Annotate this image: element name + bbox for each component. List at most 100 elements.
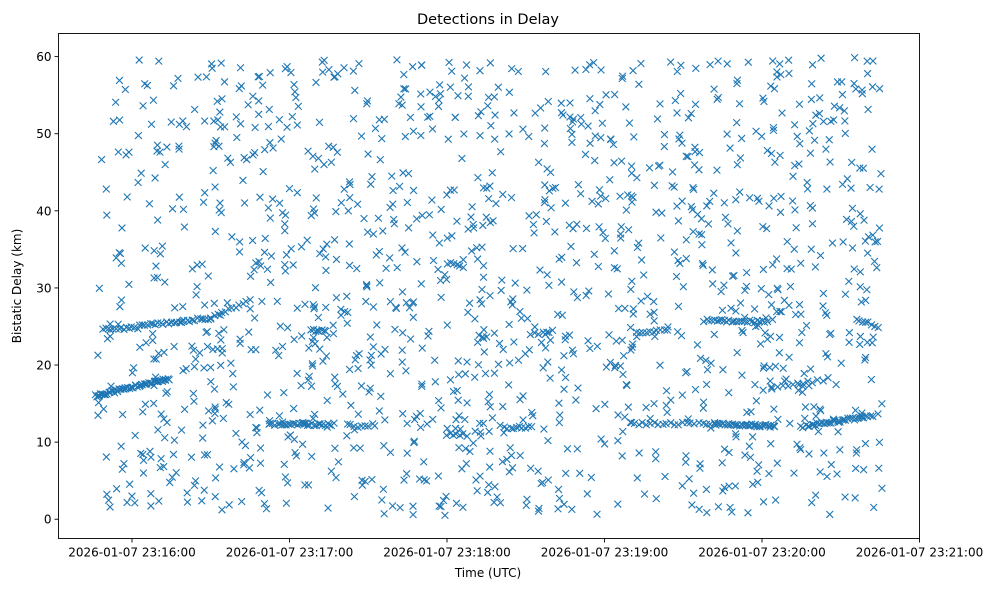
data-point bbox=[753, 467, 761, 476]
data-point bbox=[458, 154, 466, 163]
data-point bbox=[497, 286, 505, 295]
data-point bbox=[398, 244, 406, 252]
data-point bbox=[473, 338, 482, 347]
data-point bbox=[699, 404, 708, 412]
data-point bbox=[721, 213, 730, 222]
data-point bbox=[141, 244, 149, 252]
data-point bbox=[398, 288, 407, 296]
data-point bbox=[283, 123, 291, 132]
data-point bbox=[691, 100, 700, 109]
data-point bbox=[216, 199, 224, 207]
data-point bbox=[315, 118, 324, 127]
data-point bbox=[671, 96, 680, 105]
data-point bbox=[820, 449, 828, 457]
data-point bbox=[574, 180, 583, 189]
data-point bbox=[756, 340, 765, 348]
data-point bbox=[152, 355, 160, 363]
data-point bbox=[629, 66, 637, 75]
data-point bbox=[301, 481, 309, 489]
data-point bbox=[409, 510, 417, 519]
data-point bbox=[423, 420, 431, 428]
data-point bbox=[859, 465, 868, 474]
data-point bbox=[877, 169, 885, 178]
data-point bbox=[242, 297, 250, 306]
data-point bbox=[570, 288, 578, 296]
data-point bbox=[695, 505, 703, 514]
data-point bbox=[148, 329, 157, 338]
data-point bbox=[329, 321, 337, 329]
data-point bbox=[851, 464, 860, 473]
data-point bbox=[218, 344, 227, 353]
data-point bbox=[627, 162, 636, 170]
data-point bbox=[596, 100, 604, 109]
data-point bbox=[266, 138, 274, 147]
data-point bbox=[796, 445, 805, 454]
data-point bbox=[643, 292, 652, 301]
data-point bbox=[337, 305, 345, 314]
data-point bbox=[731, 482, 740, 490]
data-point bbox=[116, 302, 124, 311]
data-point bbox=[568, 118, 577, 126]
data-point bbox=[557, 278, 566, 286]
data-point bbox=[742, 268, 751, 277]
data-point bbox=[759, 364, 768, 372]
data-point bbox=[785, 353, 793, 362]
data-point bbox=[540, 124, 549, 132]
data-point bbox=[810, 136, 819, 145]
data-point bbox=[179, 366, 187, 375]
data-point bbox=[312, 194, 321, 202]
data-point bbox=[777, 192, 785, 201]
data-point bbox=[353, 200, 362, 209]
data-point bbox=[371, 124, 380, 133]
data-point bbox=[868, 339, 876, 347]
data-point bbox=[635, 420, 643, 429]
data-point bbox=[748, 480, 757, 489]
data-point bbox=[804, 422, 812, 431]
data-point bbox=[714, 502, 723, 511]
data-point bbox=[463, 432, 471, 441]
data-point bbox=[850, 265, 858, 273]
data-point bbox=[517, 314, 526, 322]
data-point bbox=[776, 151, 784, 160]
data-point bbox=[151, 174, 159, 182]
data-point bbox=[586, 344, 594, 353]
data-point bbox=[790, 161, 799, 170]
data-point bbox=[469, 439, 478, 447]
data-point bbox=[840, 107, 849, 115]
data-point bbox=[217, 208, 226, 217]
data-point bbox=[275, 199, 284, 208]
data-point bbox=[847, 184, 855, 192]
data-point bbox=[703, 365, 712, 374]
data-point bbox=[656, 361, 664, 370]
data-point bbox=[594, 200, 603, 208]
data-point bbox=[271, 346, 280, 355]
data-point bbox=[633, 474, 642, 482]
data-point bbox=[194, 73, 202, 81]
data-point bbox=[352, 264, 361, 273]
data-point bbox=[784, 382, 792, 390]
data-point bbox=[255, 72, 264, 81]
data-point bbox=[200, 451, 209, 459]
data-point bbox=[333, 382, 342, 391]
data-point bbox=[426, 88, 434, 96]
data-point bbox=[104, 496, 113, 504]
data-point bbox=[182, 122, 191, 131]
data-point bbox=[505, 359, 514, 367]
data-point bbox=[519, 416, 527, 424]
data-point bbox=[710, 330, 719, 339]
data-point bbox=[248, 236, 257, 245]
data-point bbox=[845, 328, 854, 337]
data-point bbox=[441, 511, 449, 520]
data-point bbox=[291, 448, 299, 457]
data-point bbox=[492, 199, 500, 208]
data-point bbox=[102, 324, 110, 332]
data-point bbox=[330, 73, 338, 81]
data-point bbox=[283, 323, 292, 332]
data-point bbox=[281, 226, 289, 235]
data-point bbox=[385, 254, 394, 262]
data-point bbox=[233, 133, 241, 142]
data-point bbox=[474, 111, 483, 120]
data-point bbox=[863, 57, 871, 65]
data-point bbox=[287, 244, 295, 253]
data-point bbox=[554, 505, 562, 513]
